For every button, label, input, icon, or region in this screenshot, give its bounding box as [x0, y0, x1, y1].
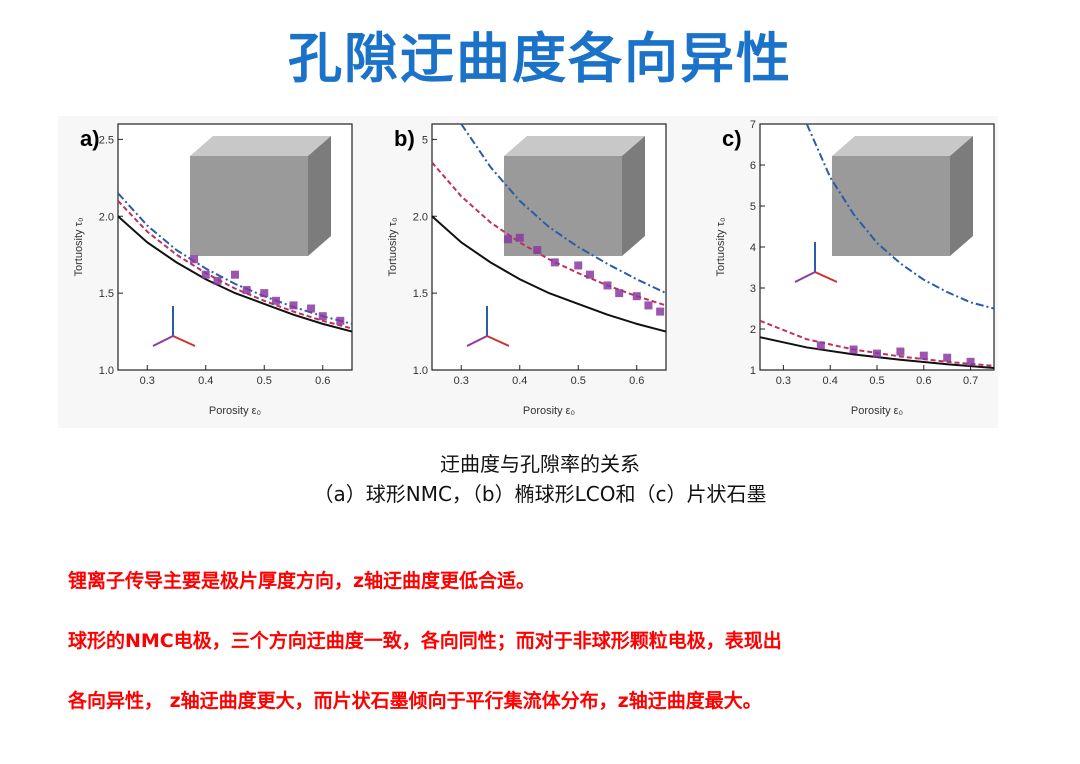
data-point — [550, 258, 559, 267]
y-tick-label: 4 — [750, 242, 756, 254]
y-tick-label: 1.5 — [99, 288, 114, 300]
axis-icon — [814, 271, 838, 283]
panel: 0.3 0.4 0.5 0.6 1.0 1.5 2.0 5 b) Porosity ε₀ Tortu… — [387, 123, 667, 417]
x-tick-label: 0.3 — [454, 375, 469, 387]
data-point — [816, 341, 825, 350]
data-point — [585, 270, 594, 279]
data-point — [966, 357, 975, 366]
cube-front — [832, 156, 950, 256]
data-point — [336, 316, 345, 325]
slide-title: 孔隙迂曲度各向异性 — [288, 27, 792, 90]
paragraph: 球形的NMC电极，三个方向迂曲度一致，各向同性；而对于非球形颗粒电极，表现出 — [68, 630, 782, 652]
data-point — [943, 353, 952, 362]
x-tick-label: 0.7 — [963, 375, 978, 387]
x-tick-label: 0.6 — [629, 375, 644, 387]
data-point — [307, 304, 316, 313]
data-point — [644, 301, 653, 310]
cube-top — [832, 136, 973, 156]
x-tick-label: 0.6 — [916, 375, 931, 387]
data-point — [242, 286, 251, 295]
y-axis-label: Tortuosity τ₀ — [715, 217, 727, 276]
paragraph: 锂离子传导主要是极片厚度方向，z轴迂曲度更低合适。 — [68, 570, 536, 592]
cube-side — [308, 136, 331, 256]
curve — [431, 215, 667, 333]
x-tick-label: 0.4 — [198, 375, 213, 387]
data-point — [533, 246, 542, 255]
data-point — [849, 345, 858, 354]
x-axis-label: Porosity ε₀ — [851, 405, 903, 417]
curve — [117, 192, 353, 325]
data-point — [260, 289, 269, 298]
data-point — [615, 289, 624, 298]
data-point — [213, 276, 222, 285]
y-tick-label: 2.0 — [413, 211, 428, 223]
data-point — [318, 312, 327, 321]
y-tick-label: 2.0 — [99, 211, 114, 223]
x-axis-label: Porosity ε₀ — [523, 405, 575, 417]
x-axis-label: Porosity ε₀ — [209, 405, 261, 417]
y-tick-label: 1 — [750, 365, 756, 377]
panel: 0.3 0.4 0.5 0.6 1.0 1.5 2.0 2.5a) Porosity ε₀ Tor… — [73, 123, 353, 417]
panel-label: b) — [394, 126, 415, 151]
axis-icon — [172, 335, 196, 347]
figure: 0.3 0.4 0.5 0.6 1.0 1.5 2.0 2.5a) Porosity ε₀ Tor… — [58, 116, 998, 428]
y-tick-label: 3 — [750, 283, 756, 295]
data-point — [896, 347, 905, 356]
x-tick-label: 0.4 — [823, 375, 838, 387]
curve — [117, 200, 353, 330]
y-tick-label: 5 — [750, 201, 756, 213]
y-tick-label: 1.5 — [413, 288, 428, 300]
x-tick-label: 0.5 — [869, 375, 884, 387]
cube-side — [622, 136, 645, 256]
curve — [431, 161, 667, 307]
y-tick-label: 2 — [750, 324, 756, 336]
y-tick-label: 2.5 — [99, 134, 114, 146]
curve — [805, 123, 995, 310]
data-point — [873, 349, 881, 358]
data-point — [190, 255, 199, 264]
x-tick-label: 0.3 — [140, 375, 155, 387]
data-point — [632, 292, 641, 301]
cube-top — [504, 136, 645, 156]
data-point — [504, 235, 513, 244]
axis-icon — [152, 335, 174, 347]
x-tick-label: 0.6 — [315, 375, 330, 387]
x-tick-label: 0.4 — [512, 375, 527, 387]
cube-side — [950, 136, 973, 256]
paragraph: 各向异性， z轴迂曲度更大，而片状石墨倾向于平行集流体分布，z轴迂曲度最大。 — [68, 690, 762, 712]
axis-icon — [794, 271, 816, 283]
data-point — [919, 351, 928, 360]
caption: 迂曲度与孔隙率的关系 — [440, 452, 640, 476]
curve — [117, 215, 353, 333]
data-point — [201, 270, 210, 279]
y-tick-label: 6 — [750, 160, 756, 172]
caption: （a）球形NMC，（b）椭球形LCO和（c）片状石墨 — [313, 482, 767, 506]
y-axis-label: Tortuosity τ₀ — [387, 217, 399, 276]
x-tick-label: 0.5 — [571, 375, 586, 387]
y-axis-label: Tortuosity τ₀ — [73, 217, 85, 276]
panel-label: c) — [722, 126, 742, 151]
cube-front — [190, 156, 308, 256]
y-tick-label: 1.0 — [99, 365, 114, 377]
data-point — [515, 233, 524, 242]
y-tick-label: 5 — [422, 134, 428, 146]
data-point — [656, 307, 665, 316]
y-tick-label: 1.0 — [413, 365, 428, 377]
curve — [460, 123, 667, 295]
x-tick-label: 0.3 — [776, 375, 791, 387]
y-tick-label: 7 — [750, 119, 756, 131]
panel: 0.3 0.4 0.5 0.6 0.7 1 2 3 4 5 6 7 c) Porosity ε₀ Tortu… — [715, 119, 995, 417]
data-point — [231, 270, 239, 279]
cube-top — [190, 136, 331, 156]
data-point — [289, 301, 298, 310]
x-tick-label: 0.5 — [257, 375, 272, 387]
panel-label: a) — [80, 126, 100, 151]
data-point — [603, 281, 612, 290]
axis-icon — [466, 335, 488, 347]
data-point — [271, 296, 280, 305]
data-point — [574, 261, 583, 270]
axis-icon — [486, 335, 510, 347]
